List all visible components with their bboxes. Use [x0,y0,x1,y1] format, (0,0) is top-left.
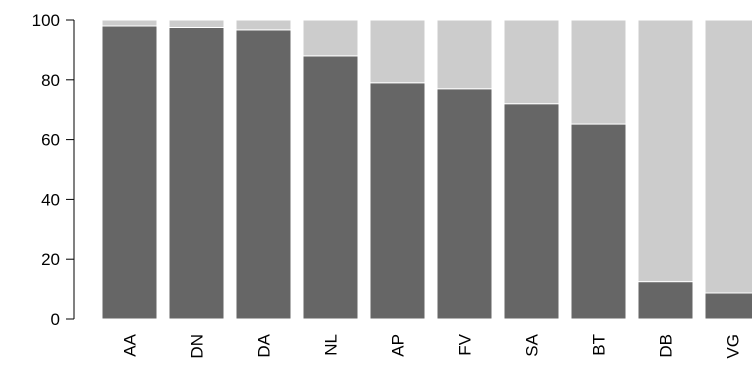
x-tick-label-bt: BT [590,334,609,356]
x-axis-labels: AA DN DA NL AP FV SA BT DB VG [121,333,743,358]
bar-bt-series-1 [570,123,627,320]
bar-vg-series-2 [704,19,752,294]
bar-sa-series-2 [503,19,560,105]
x-tick-label-vg: VG [724,334,743,359]
bar-da-series-2 [235,19,292,31]
bar-sa-series-1 [503,103,560,320]
y-tick-label-80: 80 [41,71,60,90]
y-tick-label-20: 20 [41,250,60,269]
bar-fv-series-1 [436,88,493,320]
bar-dn-series-1 [168,26,225,320]
x-tick-label-sa: SA [523,333,542,356]
bar-aa-series-1 [101,25,158,320]
y-tick-label-100: 100 [32,11,60,30]
y-tick-label-60: 60 [41,131,60,150]
bar-nl-series-2 [302,19,359,57]
x-tick-label-db: DB [657,334,676,358]
y-tick-label-0: 0 [51,310,60,329]
bar-bt-series-2 [570,19,627,125]
y-tick-label-40: 40 [41,190,60,209]
x-tick-label-ap: AP [389,334,408,357]
x-tick-label-nl: NL [322,334,341,356]
bars [101,19,752,320]
bar-db-series-2 [637,19,694,283]
x-tick-label-aa: AA [121,333,140,356]
bar-nl-series-1 [302,55,359,320]
x-tick-label-fv: FV [456,333,475,355]
bar-ap-series-2 [369,19,426,84]
bar-dn-series-2 [168,19,225,28]
x-tick-label-dn: DN [188,334,207,359]
bar-ap-series-1 [369,82,426,320]
bar-fv-series-2 [436,19,493,90]
bar-da-series-1 [235,29,292,320]
bar-aa-series-2 [101,19,158,27]
x-tick-label-da: DA [255,333,274,357]
y-axis: 0 20 40 60 80 100 [32,11,75,329]
bar-db-series-1 [637,281,694,320]
bar-vg-series-1 [704,292,752,320]
